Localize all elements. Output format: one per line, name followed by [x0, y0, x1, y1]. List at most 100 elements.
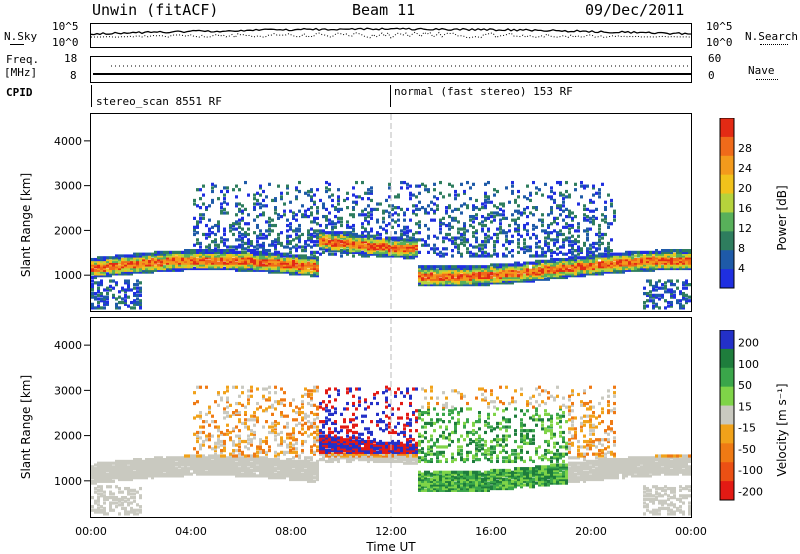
- data-cell: [193, 447, 196, 451]
- data-cell: [586, 254, 589, 258]
- data-cell: [583, 259, 586, 263]
- data-cell: [289, 225, 292, 229]
- data-cell: [550, 222, 553, 226]
- data-cell: [574, 238, 577, 242]
- data-cell: [199, 241, 202, 246]
- data-cell: [136, 465, 139, 469]
- data-cell: [238, 252, 241, 256]
- data-cell: [586, 238, 589, 242]
- data-cell: [652, 300, 655, 305]
- data-cell: [217, 434, 220, 438]
- data-cell: [172, 468, 175, 473]
- data-cell: [166, 459, 169, 464]
- data-cell: [640, 256, 643, 260]
- data-cell: [109, 506, 112, 511]
- data-cell: [535, 207, 538, 212]
- data-cell: [100, 306, 103, 310]
- data-cell: [319, 458, 322, 462]
- data-cell: [226, 405, 229, 409]
- data-cell: [196, 222, 199, 226]
- data-cell: [682, 250, 685, 254]
- data-cell: [301, 463, 304, 467]
- data-cell: [274, 430, 277, 435]
- data-cell: [208, 432, 211, 436]
- data-cell: [595, 241, 598, 246]
- data-cell: [235, 220, 238, 224]
- data-cell: [541, 266, 544, 271]
- data-cell: [163, 472, 166, 476]
- data-cell: [535, 263, 538, 267]
- data-cell: [481, 281, 484, 285]
- data-cell: [337, 188, 340, 192]
- data-cell: [418, 200, 421, 204]
- data-cell: [607, 256, 610, 260]
- data-cell: [301, 272, 304, 276]
- data-cell: [178, 263, 181, 267]
- data-cell: [475, 272, 478, 276]
- data-cell: [340, 254, 343, 258]
- data-cell: [535, 266, 538, 271]
- data-cell: [529, 254, 532, 258]
- data-cell: [253, 452, 256, 456]
- data-cell: [475, 265, 478, 269]
- data-cell: [277, 452, 280, 456]
- data-cell: [412, 252, 415, 256]
- data-cell: [541, 250, 544, 254]
- data-cell: [136, 290, 139, 294]
- data-cell: [202, 202, 205, 206]
- data-cell: [196, 261, 199, 265]
- data-cell: [232, 463, 235, 467]
- data-cell: [193, 261, 196, 265]
- data-cell: [493, 211, 496, 215]
- data-cell: [241, 465, 244, 469]
- data-cell: [409, 247, 412, 251]
- data-cell: [112, 259, 115, 263]
- data-cell: [253, 436, 256, 440]
- data-cell: [544, 229, 547, 233]
- data-cell: [472, 182, 475, 186]
- data-cell: [544, 240, 547, 244]
- data-cell: [403, 231, 406, 235]
- data-cell: [94, 476, 97, 480]
- data-cell: [286, 432, 289, 436]
- data-cell: [655, 265, 658, 269]
- data-cell: [613, 218, 616, 222]
- data-cell: [193, 266, 196, 271]
- data-cell: [298, 454, 301, 458]
- data-cell: [229, 414, 232, 418]
- data-cell: [151, 266, 154, 271]
- data-cell: [562, 257, 565, 262]
- data-cell: [322, 247, 325, 251]
- data-cell: [355, 200, 358, 204]
- data-cell: [520, 277, 523, 281]
- data-cell: [613, 268, 616, 272]
- data-cell: [502, 216, 505, 220]
- data-cell: [553, 229, 556, 233]
- data-cell: [562, 272, 565, 276]
- data-cell: [244, 252, 247, 256]
- data-cell: [598, 227, 601, 231]
- data-cell: [316, 470, 319, 474]
- data-cell: [115, 505, 118, 509]
- data-cell: [316, 459, 319, 464]
- data-cell: [214, 266, 217, 271]
- data-cell: [364, 249, 367, 253]
- data-cell: [253, 231, 256, 235]
- data-cell: [448, 193, 451, 197]
- data-cell: [178, 252, 181, 256]
- data-cell: [211, 456, 214, 460]
- data-cell: [505, 266, 508, 271]
- data-cell: [169, 459, 172, 464]
- data-cell: [370, 250, 373, 254]
- data-cell: [307, 470, 310, 474]
- data-cell: [91, 286, 94, 290]
- data-cell: [256, 191, 259, 195]
- data-cell: [634, 259, 637, 263]
- data-cell: [370, 241, 373, 246]
- data-cell: [499, 207, 502, 212]
- data-cell: [277, 443, 280, 447]
- data-cell: [109, 263, 112, 267]
- data-cell: [262, 468, 265, 473]
- data-cell: [574, 249, 577, 253]
- data-cell: [565, 222, 568, 226]
